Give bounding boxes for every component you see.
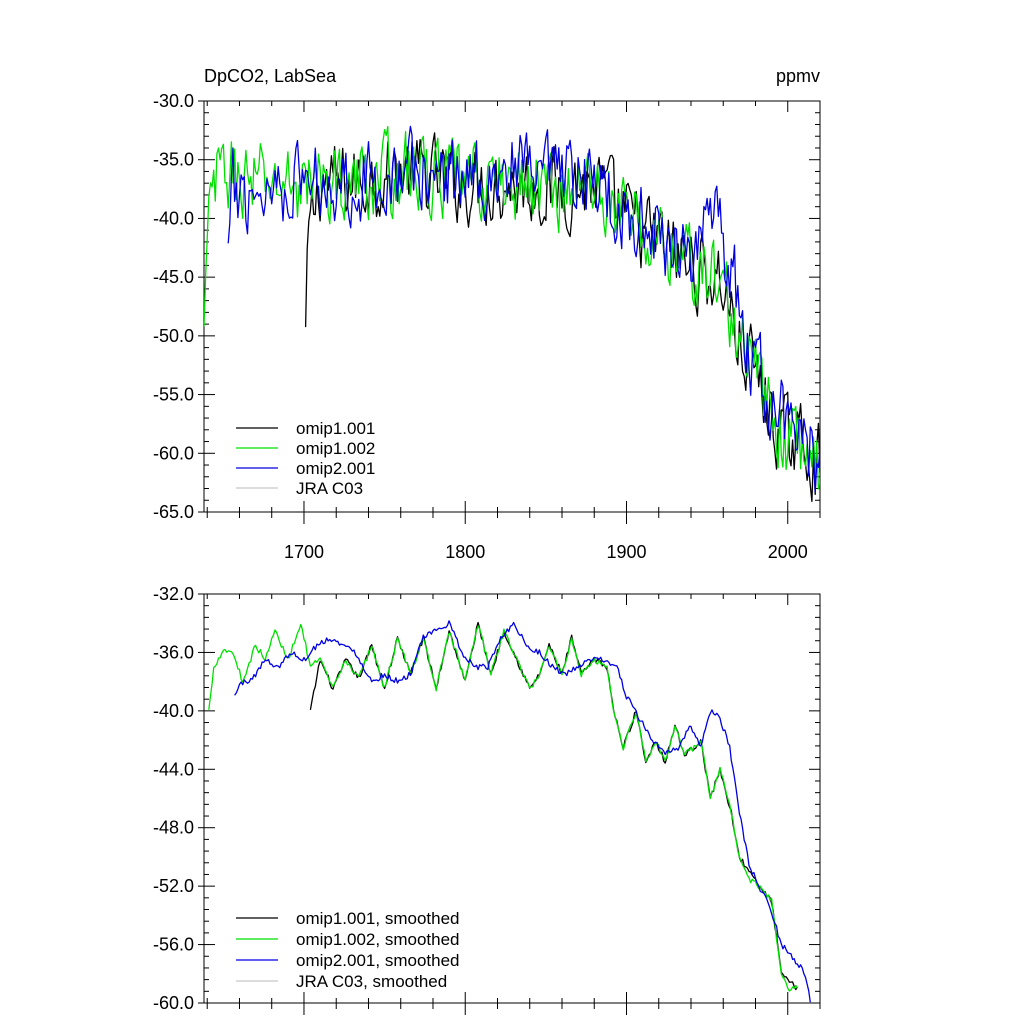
chart-title: DpCO2, LabSea: [204, 66, 337, 86]
x-tick-label: 2000: [768, 542, 808, 562]
legend-label: JRA C03, smoothed: [296, 972, 447, 991]
y-tick-label: -52.0: [153, 876, 194, 896]
x-tick-label: 1700: [284, 542, 324, 562]
x-tick-label: 1900: [606, 542, 646, 562]
y-tick-label: -40.0: [153, 208, 194, 228]
y-tick-label: -45.0: [153, 267, 194, 287]
y-tick-label: -44.0: [153, 759, 194, 779]
y-tick-label: -50.0: [153, 326, 194, 346]
legend-label: omip2.001, smoothed: [296, 951, 460, 970]
y-tick-label: -60.0: [153, 993, 194, 1013]
y-tick-label: -60.0: [153, 443, 194, 463]
top-panel: -30.0 -35.0 -40.0 -45.0 -50.0 -55.0 -60.0 -65.0…: [153, 91, 821, 562]
y-tick-label: -30.0: [153, 91, 194, 111]
y-tick-label: -36.0: [153, 642, 194, 662]
legend-label: omip1.002, smoothed: [296, 930, 460, 949]
bottom-panel: -32.0 -36.0 -40.0 -44.0 -48.0 -52.0 -56.0 -60.0…: [153, 584, 821, 1015]
legend-label: omip1.002: [296, 439, 375, 458]
y-tick-label: -32.0: [153, 584, 194, 604]
legend-label: omip1.001: [296, 419, 375, 438]
y-tick-label: -40.0: [153, 701, 194, 721]
series-line-3: [227, 125, 820, 493]
legend-label: JRA C03: [296, 479, 363, 498]
y-tick-label: -55.0: [153, 385, 194, 405]
legend-label: omip2.001: [296, 459, 375, 478]
legend-label: omip1.001, smoothed: [296, 909, 460, 928]
y-tick-label: -65.0: [153, 502, 194, 522]
x-tick-label: 1800: [445, 542, 485, 562]
y-tick-label: -56.0: [153, 935, 194, 955]
series-line-2: [204, 125, 820, 490]
y-tick-label: -48.0: [153, 818, 194, 838]
plot-frame: [203, 593, 821, 1004]
series-line-2: [208, 623, 798, 992]
y-tick-label: -35.0: [153, 150, 194, 170]
series-line-3: [234, 620, 811, 1003]
chart-units: ppmv: [776, 66, 820, 86]
